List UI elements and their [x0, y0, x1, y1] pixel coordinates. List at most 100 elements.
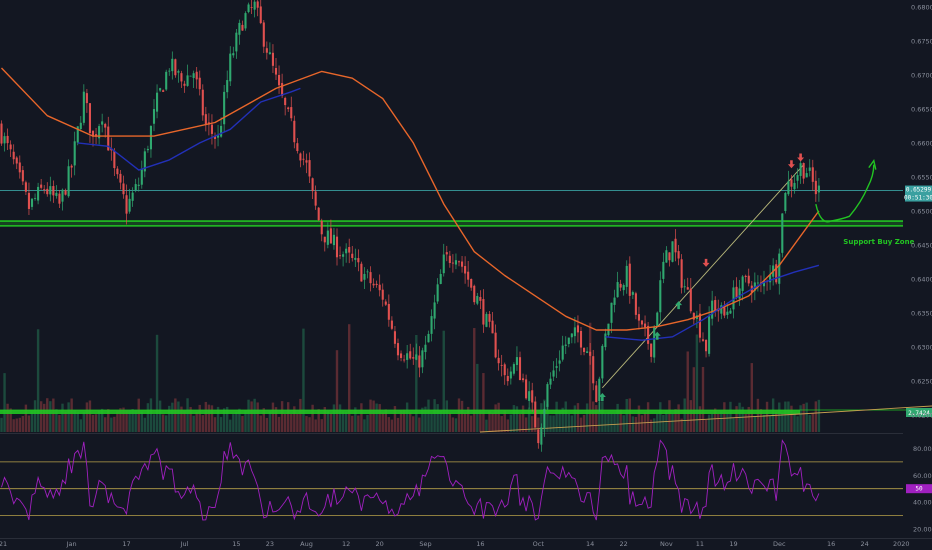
- candle-body: [156, 92, 159, 112]
- volume-bar: [793, 412, 796, 432]
- volume-bar: [171, 402, 174, 432]
- volume-bar: [104, 417, 107, 432]
- candle-body: [778, 253, 781, 284]
- volume-bar: [537, 417, 540, 432]
- volume-bar: [290, 414, 293, 432]
- volume-bar: [274, 407, 278, 432]
- volume-bar: [256, 402, 259, 432]
- candle-body: [625, 265, 628, 287]
- volume-bar: [305, 416, 308, 432]
- volume-bar: [512, 405, 516, 432]
- candle-body: [451, 262, 454, 264]
- candle-body: [775, 264, 778, 283]
- volume-bar: [671, 413, 674, 432]
- candle-body: [281, 83, 284, 97]
- volume-bar: [296, 413, 299, 432]
- candle-body: [457, 261, 461, 263]
- volume-bar: [765, 401, 769, 432]
- candle-body: [747, 275, 750, 284]
- volume-bar: [140, 411, 143, 432]
- volume-bar: [384, 409, 387, 432]
- volume-bar: [33, 400, 37, 432]
- candle-body: [531, 390, 534, 403]
- candle-body: [369, 272, 372, 284]
- time-tick-label: 14: [586, 540, 594, 548]
- candle-body: [305, 160, 308, 163]
- candle-body: [259, 6, 262, 24]
- candle-body: [250, 7, 253, 8]
- candle-body: [461, 261, 464, 267]
- volume-badge: [906, 408, 932, 417]
- candle-body: [814, 180, 817, 195]
- volume-bar: [527, 407, 531, 432]
- moving-average-line: [0, 67, 820, 331]
- volume-bar: [402, 409, 406, 432]
- candle-body: [491, 320, 494, 334]
- time-tick-label: 15: [232, 540, 240, 548]
- candle-body: [616, 282, 619, 298]
- volume-bar: [97, 410, 101, 432]
- candle-body: [46, 188, 49, 195]
- volume-bar: [552, 415, 555, 432]
- candle-body: [433, 302, 436, 319]
- candle-body: [91, 130, 95, 137]
- candle-body: [415, 354, 418, 360]
- volume-bar: [540, 403, 543, 432]
- candle-body: [335, 236, 339, 258]
- candle-body: [552, 370, 555, 377]
- volume-bar: [598, 401, 601, 432]
- rsi-current-badge: [906, 484, 932, 494]
- candle-body: [619, 283, 622, 288]
- volume-bar: [323, 407, 326, 432]
- volume-bar: [30, 411, 34, 432]
- candle-body: [686, 287, 689, 290]
- moving-average-line: [605, 264, 820, 341]
- candle-body: [558, 360, 561, 364]
- candle-body: [708, 316, 711, 354]
- time-tick-label: 24: [861, 540, 869, 548]
- volume-bar: [259, 415, 262, 432]
- volume-bar: [497, 402, 500, 432]
- candle-body: [82, 91, 85, 123]
- volume-bar: [247, 399, 250, 432]
- candle-body: [265, 48, 268, 53]
- volume-bar: [338, 404, 342, 432]
- volume-bar: [18, 417, 21, 432]
- projection-curve: [815, 164, 875, 223]
- volume-pane: 2.7424: [0, 322, 932, 433]
- volume-bar: [747, 406, 750, 432]
- candle-body: [793, 182, 796, 190]
- time-tick-label: Nov: [660, 540, 673, 548]
- time-tick-label: Oct: [533, 540, 545, 548]
- candle-body: [73, 141, 76, 166]
- volume-bar: [473, 328, 476, 432]
- volume-bar: [759, 409, 763, 432]
- volume-bar: [143, 417, 147, 432]
- current-price-badge: [905, 185, 932, 202]
- volume-bar: [799, 405, 802, 432]
- volume-bar: [463, 412, 467, 432]
- volume-bar: [442, 330, 445, 432]
- candle-body: [665, 250, 668, 263]
- volume-bar: [518, 414, 522, 432]
- candle-body: [104, 123, 107, 128]
- candle-body: [503, 364, 506, 376]
- candle-body: [393, 331, 396, 344]
- volume-bar: [427, 399, 430, 432]
- candle-body: [165, 71, 168, 90]
- candle-body: [128, 198, 131, 212]
- volume-bar: [64, 411, 67, 432]
- candle-body: [528, 391, 531, 401]
- moving-average-line: [77, 87, 301, 171]
- rsi-pane: [0, 439, 903, 521]
- volume-bar: [470, 415, 473, 432]
- candlestick-series: [0, 0, 820, 452]
- candle-body: [512, 364, 515, 374]
- candle-body: [506, 376, 509, 382]
